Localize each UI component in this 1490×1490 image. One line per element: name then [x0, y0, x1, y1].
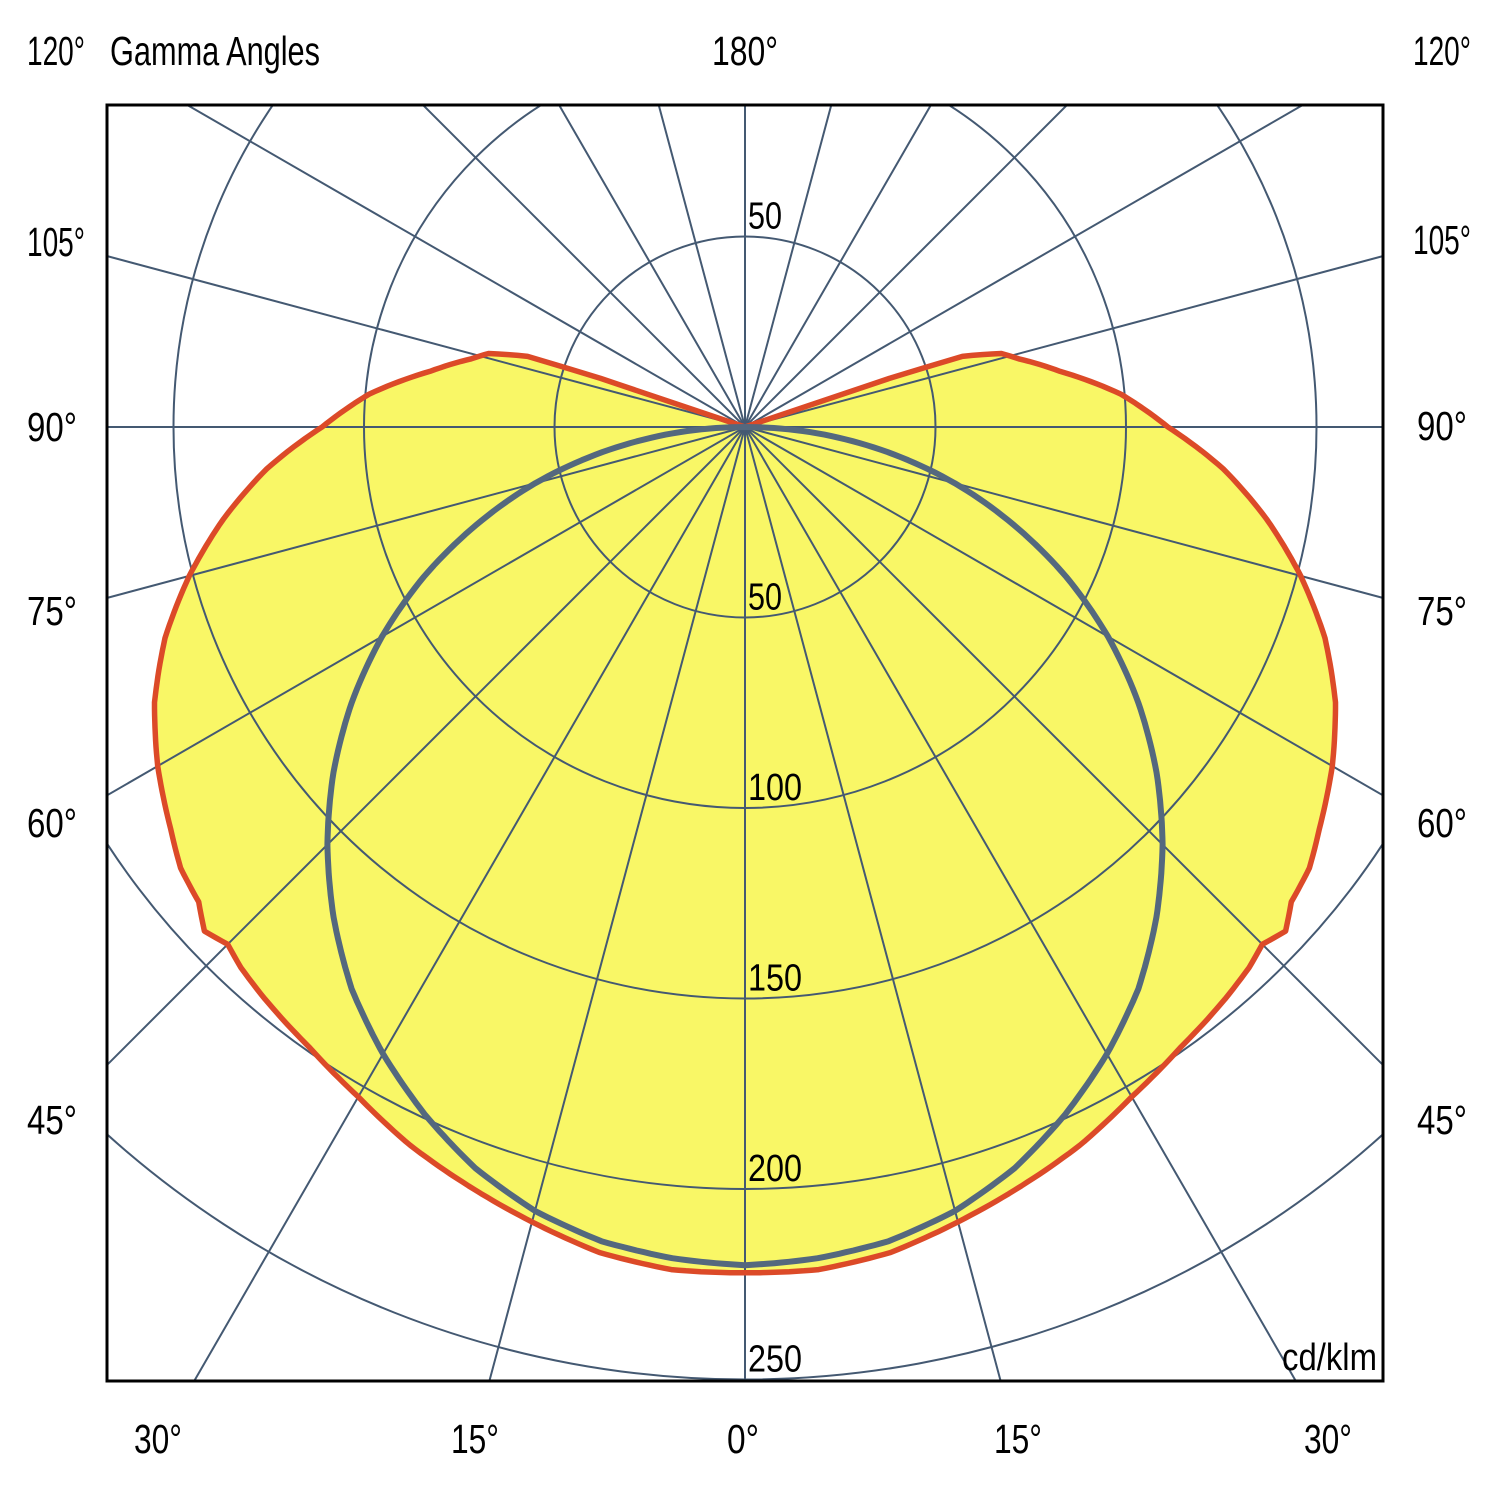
- bottom-gamma-angle-label: 15°: [994, 1416, 1042, 1462]
- left-gamma-angle-label: 60°: [27, 800, 77, 846]
- bottom-gamma-angle-label: 30°: [134, 1416, 182, 1462]
- right-gamma-angle-label: 60°: [1417, 800, 1467, 846]
- c90-c270-curve: [324, 424, 1166, 1269]
- axis-labels: Gamma Angles 180° cd/klm 120° 105° 90° 75° 6…: [27, 28, 1471, 1462]
- right-gamma-angle-label: 90°: [1417, 403, 1467, 449]
- radial-tick-label: 100: [748, 767, 802, 809]
- right-gamma-angle-label: 75°: [1417, 588, 1467, 634]
- radial-tick-label: 50: [748, 196, 782, 238]
- bottom-gamma-angle-label: 0°: [727, 1416, 759, 1462]
- right-gamma-angle-label: 105°: [1413, 217, 1471, 263]
- radial-tick-label: 50: [748, 577, 782, 619]
- unit-label: cd/klm: [1282, 1337, 1377, 1379]
- radial-tick-label: 150: [748, 958, 802, 1000]
- bottom-gamma-angle-label: 30°: [1304, 1416, 1352, 1462]
- left-gamma-angle-label: 45°: [27, 1097, 77, 1143]
- left-gamma-angle-label: 105°: [27, 219, 85, 265]
- plot-border: [105, 103, 1385, 1383]
- bottom-gamma-angle-label: 15°: [451, 1416, 499, 1462]
- radial-tick-label: 200: [748, 1148, 802, 1190]
- chart-title: Gamma Angles: [110, 28, 320, 74]
- left-gamma-angle-label: 75°: [27, 588, 77, 634]
- right-gamma-angle-label: 120°: [1413, 28, 1471, 74]
- radial-tick-label: 250: [748, 1339, 802, 1381]
- top-angle-label-180: 180°: [712, 28, 778, 74]
- left-gamma-angle-label: 90°: [27, 404, 77, 450]
- left-gamma-angle-label: 120°: [27, 28, 85, 74]
- c0-c180-curve: [151, 350, 1339, 1276]
- right-gamma-angle-label: 45°: [1417, 1097, 1467, 1143]
